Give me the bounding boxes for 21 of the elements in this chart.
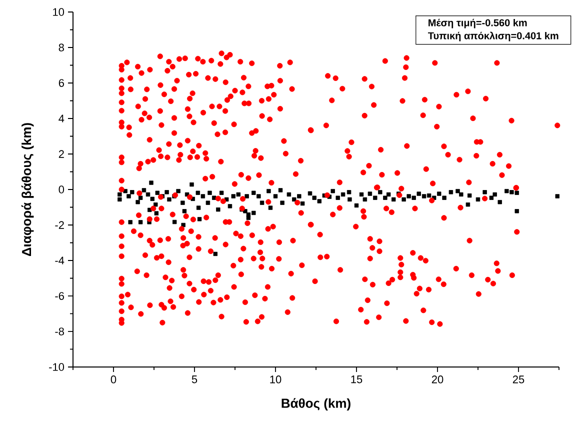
y-axis-title: Διαφορά βάθους (km) — [21, 123, 34, 256]
y-tick-label: 8 — [58, 44, 64, 52]
y-tick-label: -2 — [55, 221, 64, 229]
x-axis-title: Βάθος (km) — [282, 398, 350, 410]
y-tick-label: -8 — [55, 328, 64, 336]
x-tick-label: 5 — [192, 376, 198, 384]
x-tick-label: 10 — [270, 376, 282, 384]
y-tick-label: 10 — [53, 8, 64, 16]
y-tick-label: 4 — [58, 114, 64, 122]
y-tick-label: -4 — [55, 256, 64, 264]
x-tick-label: 20 — [432, 376, 444, 384]
x-tick-label: 25 — [512, 376, 524, 384]
annotation: Τυπική απόκλιση=0.401 km — [428, 32, 558, 42]
annotation: Μέση τιμή=-0.560 km — [428, 18, 527, 28]
x-tick-label: 0 — [110, 376, 116, 384]
y-tick-label: 2 — [58, 150, 64, 158]
y-tick-label: -10 — [49, 363, 64, 371]
y-tick-label: 6 — [58, 79, 64, 87]
y-tick-label: -6 — [55, 292, 64, 300]
x-tick-label: 15 — [351, 376, 362, 384]
y-tick-label: 0 — [58, 186, 64, 194]
